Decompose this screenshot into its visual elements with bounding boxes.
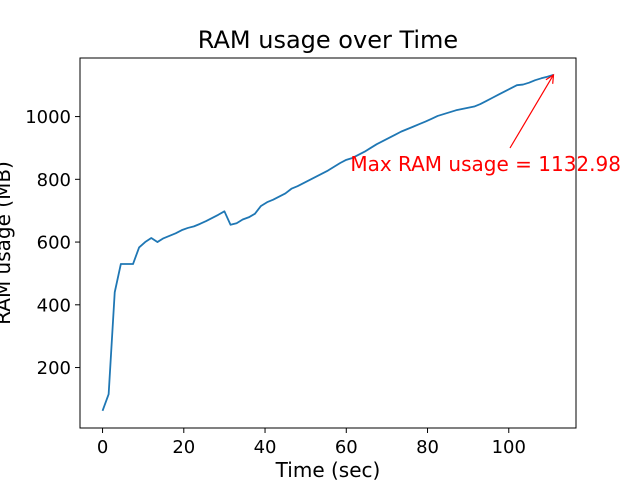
- series-line: [101, 73, 554, 412]
- axes-frame: [79, 57, 577, 429]
- y-tick-label: 600: [37, 233, 71, 254]
- x-tick-label: 100: [492, 437, 526, 458]
- x-axis-ticks: 0 20 40 60 80 100: [97, 428, 526, 458]
- y-tick-label: 1000: [25, 107, 71, 128]
- chart-title: RAM usage over Time: [198, 26, 458, 54]
- series-line-group: [101, 73, 554, 412]
- x-tick-label: 20: [172, 437, 195, 458]
- x-tick-label: 60: [335, 437, 358, 458]
- annotation-label: Max RAM usage = 1132.98: [350, 152, 621, 176]
- x-tick-label: 80: [416, 437, 439, 458]
- annotation-arrow-head: [545, 73, 555, 84]
- x-axis-label: Time (sec): [275, 458, 381, 480]
- y-tick-label: 400: [37, 295, 71, 316]
- x-tick-label: 40: [254, 437, 277, 458]
- y-axis-ticks: 200 400 600 800 1000: [25, 107, 80, 379]
- y-axis-label: RAM usage (MB): [0, 161, 15, 325]
- x-tick-label: 0: [97, 437, 108, 458]
- y-tick-label: 200: [37, 358, 71, 379]
- y-tick-label: 800: [37, 170, 71, 191]
- annotation-arrow-shaft: [509, 74, 554, 149]
